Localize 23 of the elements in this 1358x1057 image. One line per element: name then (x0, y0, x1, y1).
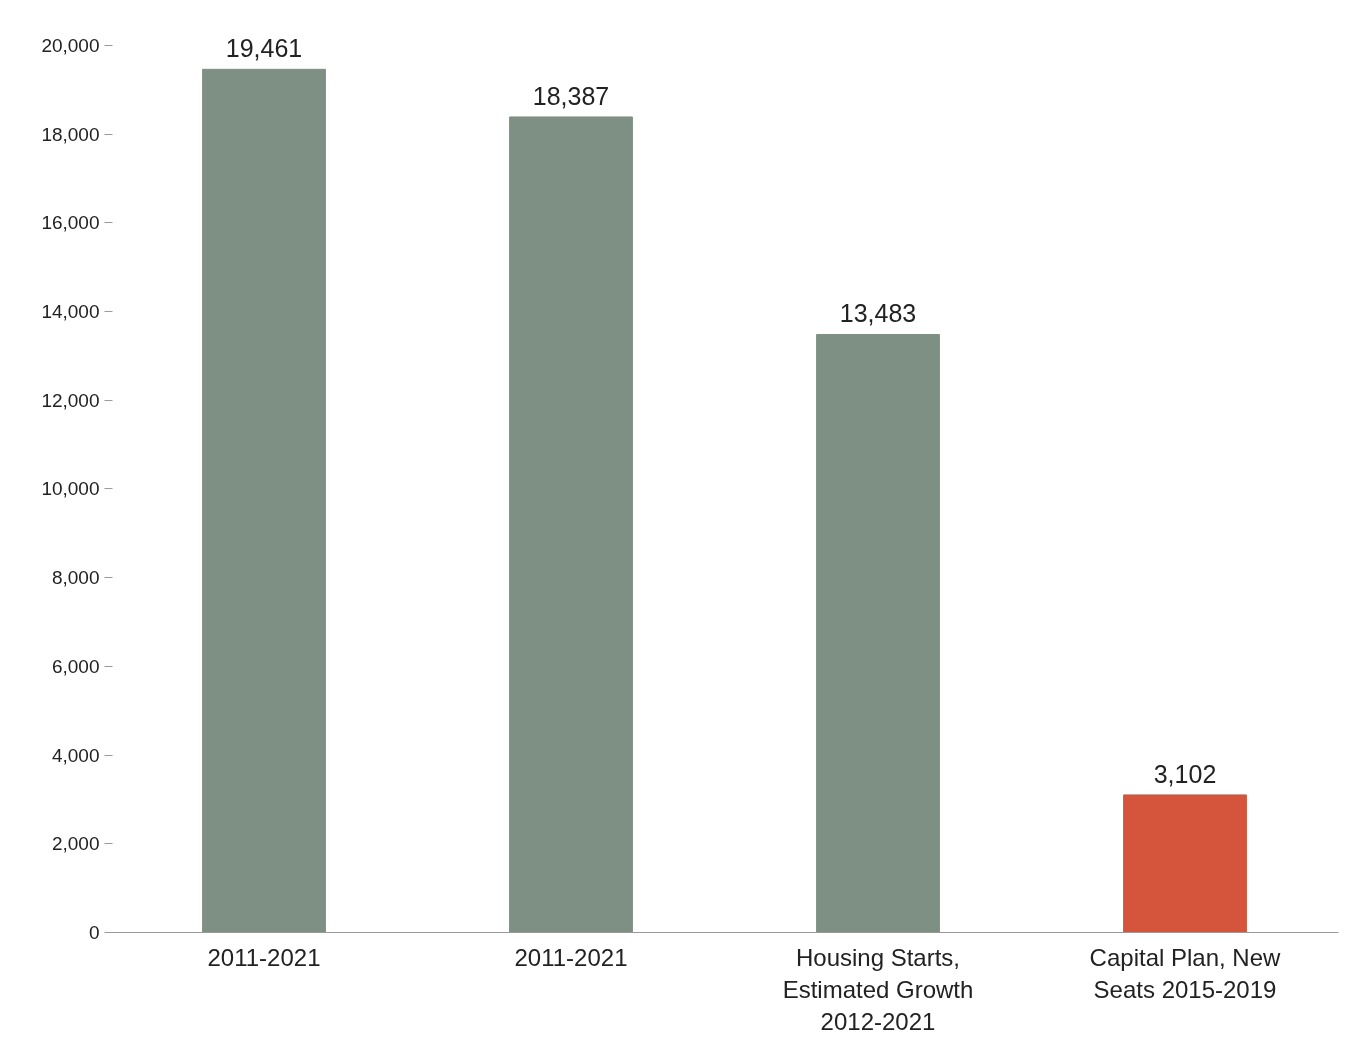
bar (1123, 794, 1247, 933)
y-tick-label: 14,000 (41, 301, 100, 323)
x-tick-label: 2011-2021 (207, 943, 321, 971)
y-tick-label: 10,000 (41, 478, 100, 500)
bar (202, 68, 326, 933)
y-tick-label: 0 (88, 922, 100, 943)
x-tick-label: Capital Plan, New Seats 2015-2019 (1089, 943, 1282, 1003)
y-tick-label: 12,000 (41, 389, 100, 411)
data-label: 18,387 (532, 81, 610, 110)
x-tick-label: Housing Starts, Estimated Growth 2012-2021 (782, 943, 974, 1036)
x-tick-label: 2011-2021 (514, 943, 628, 971)
y-tick-label: 18,000 (41, 123, 100, 145)
bar (816, 333, 940, 933)
y-tick-label: 20,000 (41, 34, 100, 56)
y-tick-label: 4,000 (51, 744, 100, 766)
y-tick-label: 16,000 (41, 212, 100, 234)
y-tick-label: 6,000 (51, 655, 100, 677)
data-label: 13,483 (839, 299, 917, 328)
bar (509, 116, 633, 933)
y-tick-label: 8,000 (51, 567, 100, 589)
data-label: 19,461 (225, 34, 303, 63)
y-tick-label: 2,000 (51, 833, 100, 855)
data-label: 3,102 (1153, 759, 1217, 788)
